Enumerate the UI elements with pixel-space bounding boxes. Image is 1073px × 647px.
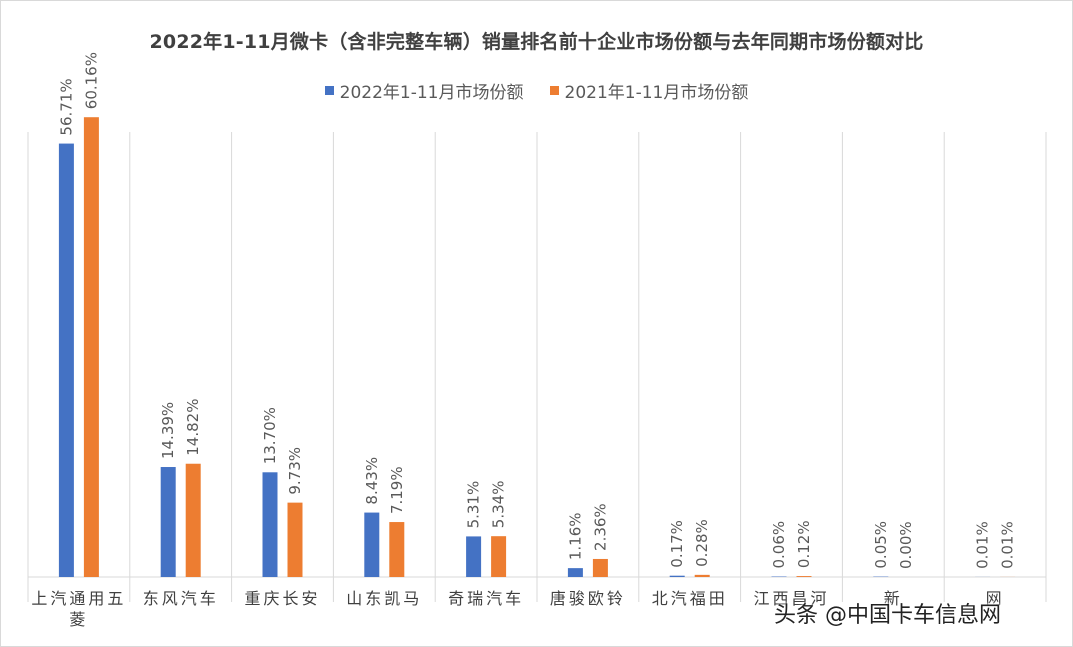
bar-2022 (567, 568, 583, 577)
data-label: 1.16% (566, 512, 584, 560)
data-label: 8.43% (363, 457, 381, 505)
bar-2021 (389, 522, 405, 577)
data-label: 56.71% (57, 78, 75, 135)
bar-2021 (694, 574, 710, 577)
bar-2022 (160, 467, 176, 577)
bar-2021 (287, 502, 303, 577)
bar-2022 (364, 512, 380, 577)
category-label: 江西昌河 (753, 589, 829, 608)
bar-2022 (466, 536, 482, 577)
data-label: 2.36% (591, 503, 609, 551)
category-label: 奇瑞汽车 (448, 589, 524, 608)
data-label: 0.01% (999, 521, 1017, 569)
legend-item-2022: 2022年1-11月市场份额 (324, 78, 524, 103)
legend-label-2021: 2021年1-11月市场份额 (564, 83, 749, 103)
legend-swatch-2021 (549, 86, 559, 95)
bar-2021 (185, 463, 201, 577)
watermark: 头条 @中国卡车信息网 (774, 603, 1001, 628)
category-label: 东风汽车 (143, 589, 219, 608)
data-label: 60.16% (82, 52, 100, 109)
data-label: 14.39% (159, 402, 177, 459)
data-label: 13.70% (261, 407, 279, 464)
data-label: 0.05% (872, 521, 890, 569)
data-label: 0.17% (668, 520, 686, 568)
category-label: 重庆长安 (244, 589, 320, 608)
data-label: 0.28% (693, 519, 711, 567)
category-label: 山东凯马 (346, 589, 422, 608)
legend-swatch-2022 (324, 86, 334, 95)
data-label: 5.31% (465, 481, 483, 529)
category-label: 北汽福田 (652, 589, 728, 608)
data-label: 14.82% (184, 399, 202, 456)
bar-2022 (58, 143, 74, 577)
bar-2021 (83, 117, 99, 577)
category-label: 菱 (69, 610, 88, 629)
data-label: 0.06% (770, 521, 788, 569)
legend-label-2022: 2022年1-11月市场份额 (339, 83, 524, 103)
bar-2021 (796, 576, 812, 577)
category-label: 新 (884, 589, 903, 608)
data-label: 0.00% (897, 521, 915, 569)
bar-2021 (491, 536, 507, 577)
data-label: 9.73% (286, 447, 304, 495)
data-label: 7.19% (388, 466, 406, 514)
data-label: 0.01% (974, 521, 992, 569)
category-label: 上汽通用五 (31, 589, 126, 608)
bar-2021 (592, 558, 608, 577)
legend: 2022年1-11月市场份额 2021年1-11月市场份额 (1, 78, 1072, 103)
category-label: 网 (986, 589, 1005, 608)
legend-item-2021: 2021年1-11月市场份额 (549, 78, 749, 103)
bar-2022 (669, 575, 685, 577)
data-label: 5.34% (490, 481, 508, 529)
category-label: 唐骏欧铃 (550, 589, 626, 608)
chart-title: 2022年1-11月微卡（含非完整车辆）销量排名前十企业市场份额与去年同期市场份… (149, 31, 924, 53)
data-label: 0.12% (795, 520, 813, 568)
bar-2022 (262, 472, 278, 577)
